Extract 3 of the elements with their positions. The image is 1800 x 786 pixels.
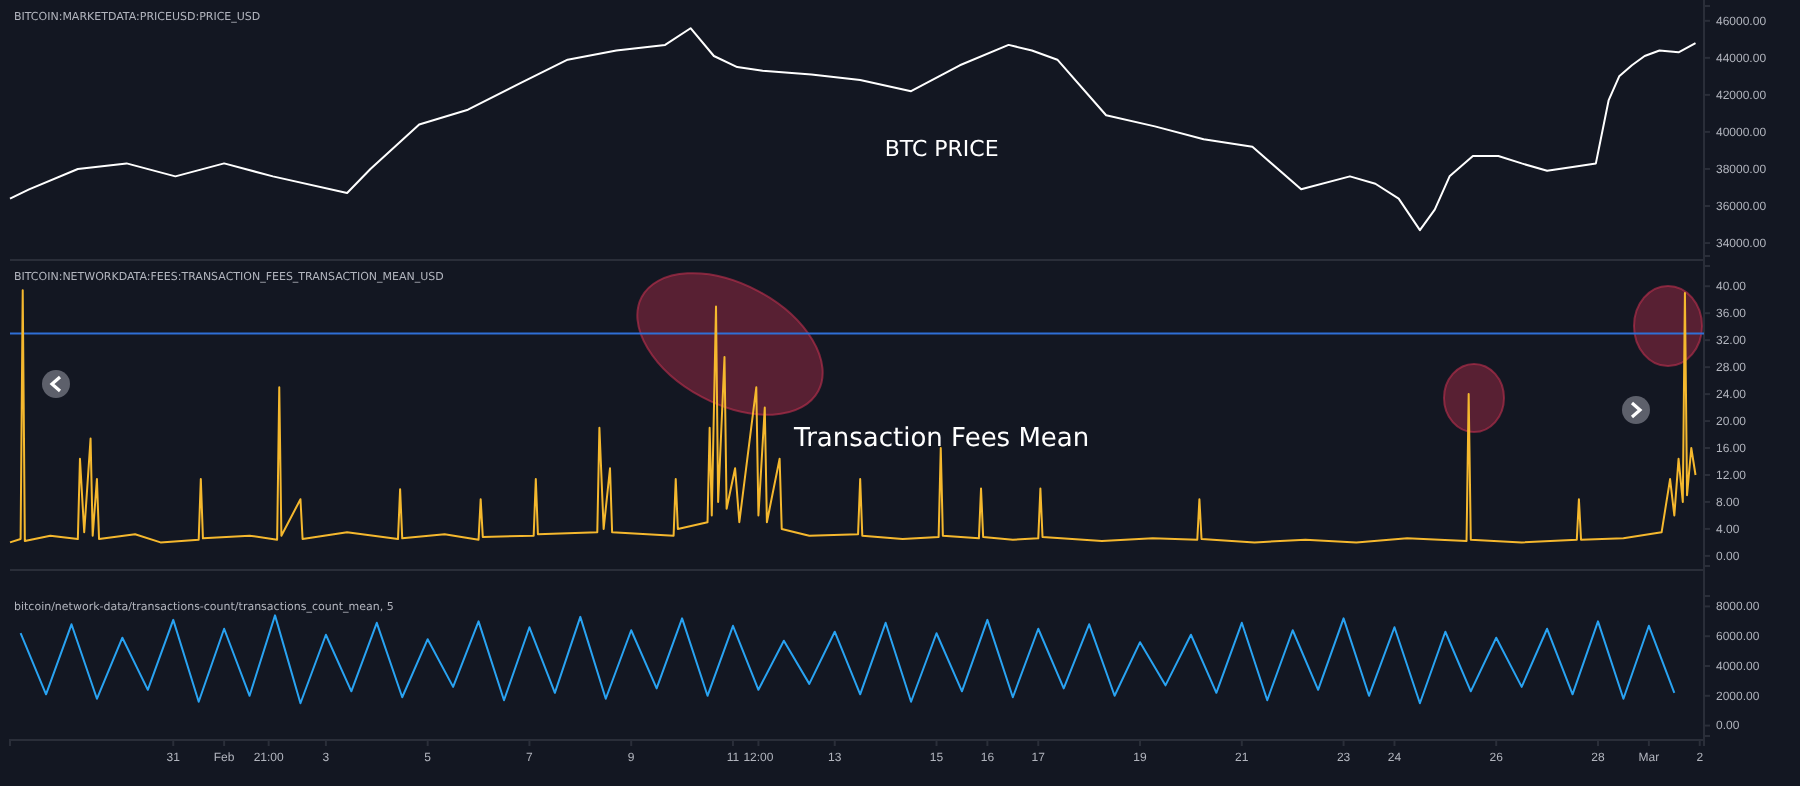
annotation: Transaction Fees Mean: [792, 424, 1090, 454]
line-series: [19, 614, 1676, 705]
annotation: BTC PRICE: [884, 136, 999, 162]
